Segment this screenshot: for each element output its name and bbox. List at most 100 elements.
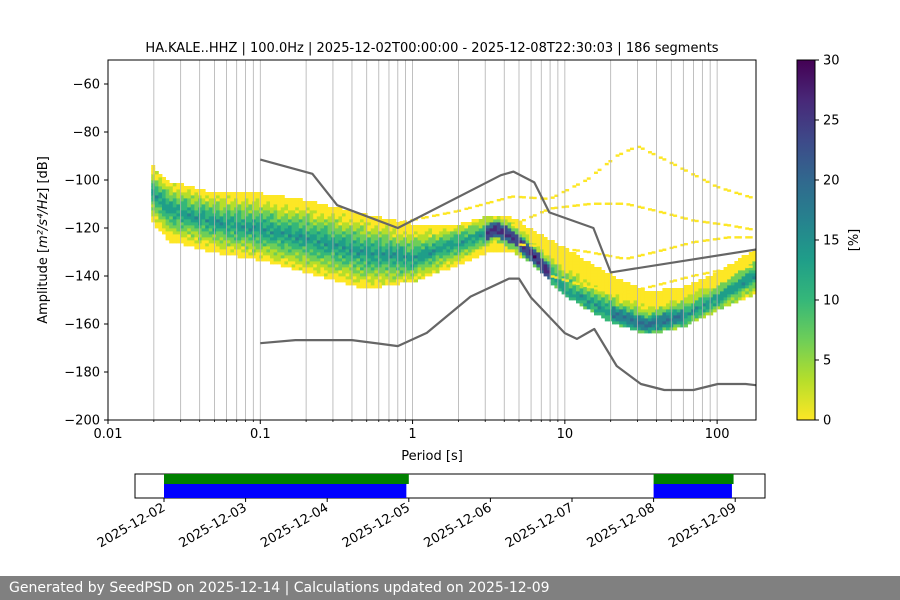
psd-cell	[471, 222, 476, 226]
psd-cell	[309, 249, 314, 253]
psd-cell	[673, 312, 678, 316]
psd-cell	[226, 243, 231, 247]
psd-cell	[507, 246, 512, 250]
psd-cell	[183, 216, 188, 220]
psd-cell	[399, 264, 404, 268]
psd-cell	[320, 219, 325, 223]
psd-cell	[360, 285, 364, 289]
psd-cell	[604, 291, 609, 295]
psd-cell	[327, 213, 332, 217]
psd-cell	[327, 273, 332, 277]
psd-cell	[658, 303, 663, 307]
psd-cell	[363, 243, 368, 247]
psd-cell	[374, 237, 379, 241]
psd-cell	[187, 216, 192, 220]
outlier-cell	[694, 273, 699, 277]
psd-cell	[370, 261, 375, 265]
psd-cell	[486, 225, 490, 229]
psd-cell	[705, 306, 710, 310]
psd-cell	[302, 210, 307, 214]
psd-cell	[673, 318, 678, 322]
outlier-cell	[723, 268, 728, 271]
psd-cell	[374, 273, 379, 277]
psd-cell	[532, 240, 537, 244]
psd-cell	[313, 267, 318, 271]
psd-cell	[612, 297, 616, 301]
psd-cell	[216, 195, 220, 199]
psd-cell	[201, 243, 206, 247]
psd-cell	[255, 210, 260, 214]
outlier-cell	[734, 225, 739, 228]
psd-cell	[223, 240, 228, 244]
psd-cell	[644, 306, 649, 310]
psd-cell	[576, 261, 580, 265]
psd-cell	[360, 276, 364, 280]
psd-cell	[291, 198, 296, 202]
psd-cell	[640, 297, 645, 301]
psd-cell	[525, 255, 530, 259]
psd-cell	[356, 237, 361, 241]
psd-cell	[154, 213, 159, 217]
psd-cell	[684, 297, 688, 301]
psd-cell	[291, 234, 296, 238]
psd-cell	[370, 234, 375, 238]
psd-cell	[450, 246, 454, 250]
psd-cell	[349, 240, 354, 244]
psd-cell	[363, 222, 368, 226]
psd-cell	[738, 264, 742, 268]
psd-cell	[655, 309, 660, 313]
psd-cell	[421, 264, 426, 268]
psd-cell	[439, 234, 444, 238]
psd-cell	[334, 234, 339, 238]
psd-cell	[586, 303, 591, 307]
psd-cell	[453, 231, 458, 235]
psd-cell	[162, 216, 166, 220]
psd-cell	[612, 315, 616, 319]
psd-cell	[442, 234, 447, 238]
psd-cell	[298, 225, 303, 229]
psd-cell	[622, 321, 627, 325]
psd-cell	[604, 300, 609, 304]
psd-cell	[723, 297, 728, 301]
psd-cell	[406, 249, 411, 253]
psd-cell	[259, 216, 264, 220]
psd-cell	[417, 270, 422, 274]
psd-cell	[550, 267, 555, 271]
psd-cell	[223, 222, 228, 226]
psd-cell	[266, 216, 271, 220]
psd-cell	[698, 300, 703, 304]
psd-cell	[543, 240, 548, 244]
psd-cell	[219, 249, 224, 253]
psd-cell	[320, 267, 325, 271]
psd-cell	[640, 318, 645, 322]
psd-cell	[374, 249, 379, 253]
psd-cell	[208, 237, 213, 241]
psd-cell	[435, 240, 440, 244]
psd-cell	[324, 240, 328, 244]
psd-cell	[302, 261, 307, 265]
psd-cell	[486, 222, 490, 226]
psd-cell	[378, 282, 382, 286]
outlier-cell	[662, 211, 667, 215]
psd-cell	[255, 207, 260, 211]
psd-cell	[219, 201, 224, 205]
outlier-cell	[561, 247, 566, 250]
psd-cell	[342, 264, 346, 268]
psd-cell	[234, 249, 238, 253]
psd-cell	[532, 237, 537, 241]
psd-cell	[680, 303, 685, 307]
psd-cell	[273, 207, 278, 211]
psd-cell	[576, 297, 580, 301]
psd-cell	[399, 228, 404, 232]
psd-cell	[295, 231, 300, 235]
psd-cell	[349, 237, 354, 241]
psd-cell	[500, 222, 505, 226]
psd-cell	[302, 270, 307, 274]
psd-cell	[673, 306, 678, 310]
psd-cell	[306, 267, 310, 271]
psd-cell	[612, 294, 616, 298]
psd-cell	[277, 225, 282, 229]
psd-cell	[741, 288, 746, 292]
psd-cell	[752, 288, 756, 292]
psd-cell	[205, 231, 210, 235]
